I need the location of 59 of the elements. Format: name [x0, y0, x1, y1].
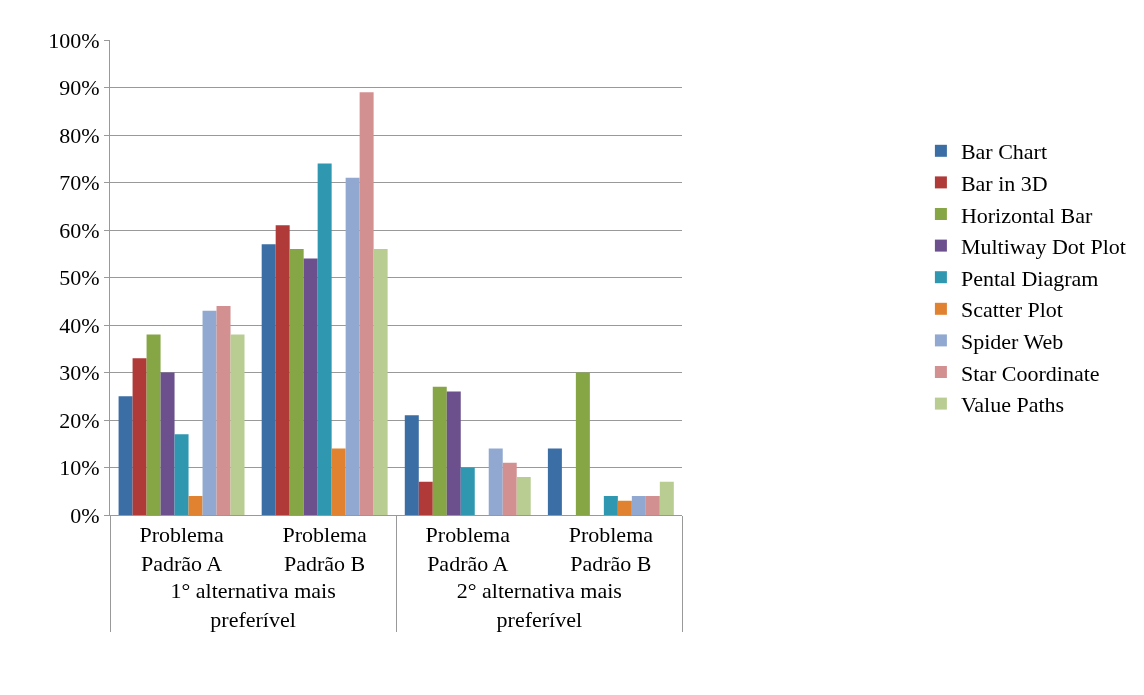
bar — [146, 334, 161, 515]
y-tick-label: 100% — [48, 27, 100, 53]
bar — [575, 372, 590, 515]
bar — [502, 462, 517, 515]
bar — [516, 477, 531, 515]
y-tick-label: 40% — [59, 312, 100, 338]
legend-label: Bar in 3D — [960, 170, 1048, 196]
x-tick-label: Problema Padrão B — [282, 522, 368, 576]
y-tick-label: 0% — [70, 502, 100, 528]
bar — [617, 500, 632, 515]
bar — [404, 415, 419, 515]
legend-label: Spider Web — [960, 328, 1064, 354]
bar — [488, 448, 503, 515]
legend-label: Horizontal Bar — [960, 202, 1093, 228]
bar — [174, 434, 189, 515]
bar — [359, 92, 374, 515]
y-tick-label: 90% — [59, 75, 100, 101]
x-tick-label: Problema Padrão B — [568, 522, 654, 576]
x-tick-label: Problema Padrão A — [425, 522, 511, 576]
bar — [603, 496, 618, 515]
bar — [645, 496, 660, 515]
y-tick-label: 60% — [59, 217, 100, 243]
bar — [659, 481, 674, 515]
bar — [460, 467, 475, 515]
bar — [230, 334, 245, 515]
bar — [188, 496, 203, 515]
text: 2° alternativa mais preferível — [456, 578, 622, 632]
bar — [345, 177, 360, 515]
bar — [418, 481, 433, 515]
bar — [216, 306, 231, 515]
y-tick-label: 70% — [59, 170, 100, 196]
bar — [132, 358, 147, 515]
bar — [373, 249, 388, 515]
legend-label: Pental Diagram — [960, 265, 1099, 291]
y-tick-label: 30% — [59, 360, 100, 386]
bar — [446, 391, 461, 515]
bar — [118, 396, 133, 515]
text: 1° alternativa mais preferível — [170, 578, 336, 632]
bar — [275, 225, 290, 515]
legend-label: Bar Chart — [960, 139, 1048, 165]
bar — [317, 163, 332, 515]
bar — [289, 249, 304, 515]
y-tick-label: 50% — [59, 265, 100, 291]
bar — [547, 448, 562, 515]
legend-label: Scatter Plot — [960, 297, 1063, 323]
y-tick-label: 80% — [59, 122, 100, 148]
legend-label: Value Paths — [960, 392, 1065, 418]
legend-label: Multiway Dot Plot — [960, 234, 1126, 260]
x-tick-label: Problema Padrão A — [139, 522, 224, 576]
bar — [432, 386, 447, 515]
bar — [160, 372, 175, 515]
legend-label: Star Coordinate — [960, 360, 1100, 386]
y-tick-label: 20% — [59, 407, 100, 433]
bar — [303, 258, 318, 515]
y-tick-label: 10% — [59, 455, 100, 481]
bar — [631, 496, 646, 515]
bar — [331, 448, 346, 515]
bar — [202, 310, 217, 515]
bar — [261, 244, 276, 515]
